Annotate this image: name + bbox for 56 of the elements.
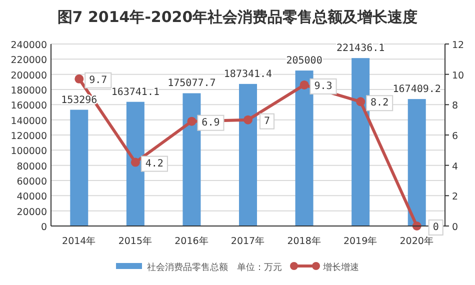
y-tick-label: 200000 xyxy=(10,70,47,82)
legend-label: 社会消费品零售总额 单位：万元 xyxy=(147,262,282,273)
y2-tick-label: 2 xyxy=(452,192,458,203)
y-tick-label: 120000 xyxy=(10,131,47,142)
data-label: 167409.2 xyxy=(392,84,441,96)
bar xyxy=(295,70,314,226)
bar xyxy=(182,93,201,226)
data-label: 6.9 xyxy=(202,117,220,128)
x-tick-label: 2019年 xyxy=(343,235,378,247)
data-label: 175077.7 xyxy=(168,78,216,90)
data-label: 221436.1 xyxy=(336,43,385,54)
y2-tick-label: 8 xyxy=(452,100,458,112)
x-tick-label: 2018年 xyxy=(287,235,322,247)
y-tick-label: 80000 xyxy=(16,161,47,172)
point xyxy=(187,116,196,126)
y-tick-label: 180000 xyxy=(10,86,47,96)
y-tick-label: 0 xyxy=(40,222,47,233)
x-tick-label: 2016年 xyxy=(174,235,209,247)
y-tick-label: 140000 xyxy=(10,116,47,127)
data-label: 205000 xyxy=(286,56,322,67)
y-tick-label: 220000 xyxy=(10,55,47,66)
x-tick-label: 2014年 xyxy=(62,235,96,247)
bar xyxy=(239,84,257,226)
data-label: 4.2 xyxy=(145,158,164,170)
bar xyxy=(352,58,370,226)
x-tick-label: 2020年 xyxy=(400,235,434,247)
y2-tick-label: 12 xyxy=(452,40,464,51)
y2-tick-label: 0 xyxy=(452,222,458,233)
point xyxy=(74,74,84,84)
y-tick-label: 40000 xyxy=(16,192,47,203)
point xyxy=(130,158,140,167)
data-label: 9.3 xyxy=(314,80,332,92)
data-label: 187341.4 xyxy=(224,68,272,80)
x-tick-label: 2017年 xyxy=(230,235,266,247)
data-label: 9.7 xyxy=(89,74,108,86)
point xyxy=(244,115,252,124)
x-tick-label: 2015年 xyxy=(118,235,153,247)
data-label: 163741.1 xyxy=(111,86,160,98)
y-tick-label: 60000 xyxy=(16,176,47,188)
y-tick-label: 100000 xyxy=(10,146,47,158)
data-label: 8.2 xyxy=(370,98,389,109)
point xyxy=(356,97,366,106)
y2-tick-label: 4 xyxy=(452,161,458,172)
y-tick-label: 20000 xyxy=(16,206,47,218)
y-tick-label: 240000 xyxy=(10,40,47,51)
bar xyxy=(126,102,144,226)
bar xyxy=(70,110,88,226)
data-label: 0 xyxy=(432,222,439,233)
y2-tick-label: 6 xyxy=(452,131,458,142)
point xyxy=(300,80,309,90)
chart-title: 图7 2014年-2020年社会消费品零售总额及增长速度 xyxy=(57,8,418,26)
y-tick-label: 160000 xyxy=(10,100,47,112)
bar xyxy=(408,99,426,226)
data-label: 7 xyxy=(264,116,270,127)
y2-tick-label: 10 xyxy=(452,70,464,82)
legend-label: 增长增速 xyxy=(322,262,359,273)
